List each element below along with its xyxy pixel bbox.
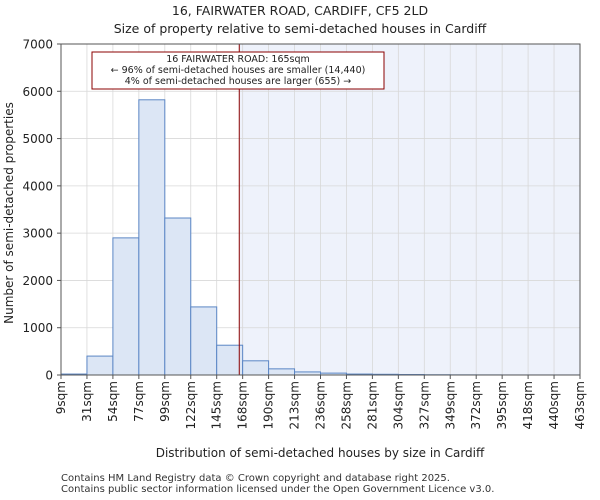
x-tick-label: 168sqm: [236, 381, 250, 429]
title-line-subtitle: Size of property relative to semi-detach…: [113, 21, 487, 36]
title-line-address: 16, FAIRWATER ROAD, CARDIFF, CF5 2LD: [171, 3, 429, 18]
x-tick-label: 77sqm: [132, 381, 146, 422]
x-tick-label: 213sqm: [288, 381, 302, 429]
y-axis-label: Number of semi-detached properties: [2, 102, 16, 324]
footer-line-2: Contains public sector information licen…: [61, 484, 495, 495]
x-tick-label: 258sqm: [339, 381, 353, 429]
annotation-line-1: 16 FAIRWATER ROAD: 165sqm: [166, 54, 310, 65]
bar-54sqm: [112, 237, 140, 376]
y-tick-label: 3000: [22, 227, 53, 241]
x-tick-label: 281sqm: [365, 381, 379, 429]
bar-145sqm: [216, 344, 244, 376]
x-tick-label: 99sqm: [158, 381, 172, 422]
annotation-line-3: 4% of semi-detached houses are larger (6…: [125, 76, 352, 87]
x-axis: 9sqm 31sqm 54sqm 77sqm 99sqm 122sqm 145sqm 168s…: [54, 375, 587, 429]
y-tick-label: 4000: [22, 179, 53, 193]
x-tick-label: 327sqm: [417, 381, 431, 429]
y-tick-label: 7000: [22, 38, 53, 52]
bar-168sqm: [242, 360, 270, 376]
y-tick-label: 0: [45, 369, 53, 383]
x-tick-label: 54sqm: [106, 381, 120, 422]
x-tick-label: 372sqm: [469, 381, 483, 429]
footer: Contains HM Land Registry data © Crown c…: [61, 473, 494, 495]
x-tick-label: 418sqm: [521, 381, 535, 429]
y-tick-label: 5000: [22, 132, 53, 146]
y-tick-label: 1000: [22, 321, 53, 335]
x-tick-label: 395sqm: [495, 381, 509, 429]
bar-77sqm: [138, 99, 166, 376]
highlight-region: [239, 44, 581, 375]
x-axis-label: Distribution of semi-detached houses by …: [156, 446, 485, 460]
annotation-line-2: ← 96% of semi-detached houses are smalle…: [111, 65, 366, 76]
bar-190sqm: [268, 368, 296, 376]
x-tick-label: 190sqm: [262, 381, 276, 429]
footer-line-1: Contains HM Land Registry data © Crown c…: [61, 473, 450, 484]
x-tick-label: 236sqm: [314, 381, 328, 429]
bar-122sqm: [190, 306, 218, 376]
x-tick-label: 145sqm: [210, 381, 224, 429]
bar-99sqm: [164, 217, 192, 376]
x-tick-label: 122sqm: [184, 381, 198, 429]
y-tick-label: 2000: [22, 274, 53, 288]
x-tick-label: 304sqm: [391, 381, 405, 429]
y-tick-label: 6000: [22, 85, 53, 99]
bar-31sqm: [86, 355, 114, 376]
x-tick-label: 440sqm: [547, 381, 561, 429]
x-tick-label: 31sqm: [80, 381, 94, 422]
x-tick-label: 349sqm: [443, 381, 457, 429]
chart: 0 1000 2000 3000 4000 5000 6000 7000 9sqm 31sqm 5…: [2, 38, 587, 461]
bars: [60, 99, 581, 376]
chart-title: 16, FAIRWATER ROAD, CARDIFF, CF5 2LD Siz…: [0, 2, 600, 38]
y-axis: 0 1000 2000 3000 4000 5000 6000 7000: [22, 38, 61, 383]
annotation-box: 16 FAIRWATER ROAD: 165sqm ← 96% of semi-…: [91, 51, 385, 90]
x-tick-label: 463sqm: [573, 381, 587, 429]
x-tick-label: 9sqm: [54, 381, 68, 414]
